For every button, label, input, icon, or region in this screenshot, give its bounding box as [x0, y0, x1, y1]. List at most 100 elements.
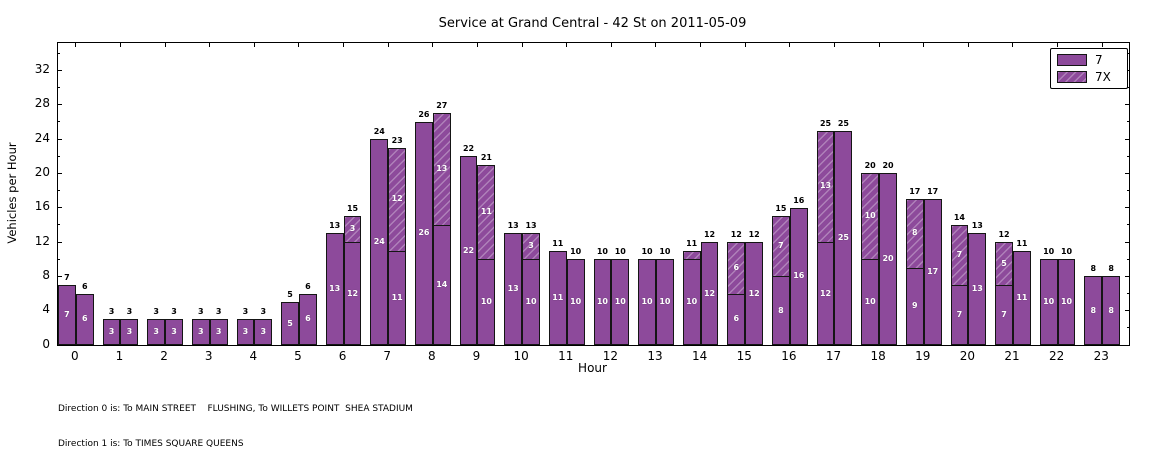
bar-value-label: 12 — [391, 194, 403, 204]
bar-value-label: 22 — [462, 245, 475, 255]
bar-total-label: 6 — [305, 281, 311, 291]
bar-total-label: 3 — [126, 307, 133, 317]
bar-value-label: 7 — [1001, 309, 1007, 319]
bar-segment-7 — [700, 242, 719, 345]
y-tick-label: 4 — [42, 302, 50, 317]
bar-value-label: 10 — [596, 297, 608, 307]
plot-area: 7 7 6 6 3 3 3 3 3 3 3 3 3 3 3 3 3 3 3 3 5 5 6 6 13 13 12 3 15 24 24 11 1… — [57, 42, 1130, 346]
footnote-direction-0: Direction 0 is: To MAIN STREET FLUSHING,… — [58, 404, 413, 414]
bar-segment-7 — [593, 259, 612, 345]
bar-total-label: 13 — [525, 221, 537, 231]
bar-segment-7 — [655, 259, 674, 345]
bar-total-label: 16 — [793, 195, 805, 205]
bar-total-label: 13 — [971, 221, 983, 231]
x-major-tick — [566, 43, 568, 47]
bar-total-label: 20 — [864, 161, 876, 171]
bar-segment-7 — [191, 319, 210, 345]
y-minor-tick — [1127, 87, 1129, 89]
bar-value-label: 3 — [242, 327, 249, 337]
bar-value-label: 12 — [748, 288, 760, 298]
x-major-tick — [967, 43, 969, 47]
bar-segment-7X — [861, 173, 880, 261]
x-major-tick — [253, 43, 255, 47]
bar-value-label: 24 — [373, 237, 385, 247]
bar-value-label: 10 — [1060, 297, 1073, 307]
bar-value-label: 3 — [198, 327, 204, 337]
y-major-tick — [1125, 275, 1129, 277]
bar-total-label: 27 — [436, 101, 448, 111]
bar-value-label: 10 — [864, 297, 876, 307]
bar-segment-7 — [1102, 276, 1121, 345]
bar-value-label: 10 — [570, 297, 582, 307]
bar-segment-7X — [772, 216, 790, 278]
bar-segment-7X — [905, 199, 924, 269]
bar-value-label: 7 — [778, 241, 784, 251]
y-major-tick — [1125, 241, 1129, 243]
bar-total-label: 12 — [748, 230, 760, 240]
bar-segment-7 — [638, 259, 656, 345]
bar-value-label: 6 — [81, 314, 88, 324]
bar-segment-7 — [281, 302, 299, 345]
bar-value-label: 8 — [1108, 305, 1114, 315]
x-major-tick — [655, 43, 657, 47]
bar-total-label: 3 — [198, 307, 204, 317]
bar-value-label: 12 — [346, 288, 359, 298]
x-major-tick — [476, 43, 478, 47]
bar-segment-7 — [1057, 259, 1076, 345]
y-tick-label: 12 — [34, 233, 50, 248]
bar-total-label: 10 — [570, 247, 582, 257]
bar-value-label: 20 — [882, 254, 894, 264]
y-tick-label: 8 — [42, 267, 50, 282]
y-tick-label: 20 — [34, 164, 50, 179]
bar-value-label: 10 — [686, 297, 698, 307]
legend: 7 7X — [1050, 48, 1128, 89]
bar-value-label: 6 — [733, 262, 740, 272]
x-tick-label: 3 — [204, 349, 213, 363]
x-tick-label: 19 — [915, 349, 931, 363]
bar-value-label: 3 — [108, 327, 115, 337]
bar-segment-7X — [682, 250, 701, 261]
bar-total-label: 3 — [260, 307, 267, 317]
bar-segment-7 — [415, 121, 433, 345]
x-major-tick — [923, 43, 925, 47]
bar-value-label: 3 — [215, 327, 222, 337]
x-major-tick — [75, 43, 77, 47]
bar-value-label: 12 — [819, 288, 832, 298]
bar-total-label: 26 — [418, 109, 430, 119]
y-major-tick — [1125, 138, 1129, 140]
bar-total-label: 11 — [686, 238, 698, 248]
x-tick-label: 23 — [1093, 349, 1109, 363]
y-minor-tick — [1127, 121, 1129, 123]
bar-segment-7 — [611, 259, 630, 345]
bar-value-label: 9 — [912, 301, 918, 311]
bar-segment-7 — [923, 199, 942, 345]
bar-total-label: 10 — [596, 247, 608, 257]
bar-value-label: 10 — [525, 297, 537, 307]
y-major-tick — [58, 69, 62, 71]
bar-value-label: 8 — [778, 305, 784, 315]
bar-segment-7 — [548, 250, 567, 345]
bar-value-label: 13 — [819, 181, 832, 191]
bar-segment-7 — [120, 319, 139, 345]
bar-value-label: 13 — [971, 284, 983, 294]
bar-segment-7 — [1084, 276, 1103, 345]
bar-total-label: 10 — [1060, 247, 1073, 257]
bar-segment-7 — [370, 139, 389, 345]
legend-item-7X: 7X — [1057, 70, 1121, 84]
y-major-tick — [58, 104, 62, 106]
y-minor-tick — [1127, 190, 1129, 192]
x-major-tick — [164, 43, 166, 47]
bar-value-label: 17 — [927, 267, 939, 277]
bar-value-label: 5 — [1001, 258, 1007, 268]
x-major-tick — [298, 43, 300, 47]
bar-total-label: 17 — [909, 187, 921, 197]
bar-value-label: 3 — [528, 241, 534, 251]
bar-value-label: 13 — [507, 284, 519, 294]
bar-value-label: 13 — [329, 284, 341, 294]
bar-segment-7 — [968, 233, 987, 345]
chart-title: Service at Grand Central - 42 St on 2011… — [438, 16, 747, 31]
x-tick-label: 9 — [472, 349, 481, 363]
x-major-tick — [521, 43, 523, 47]
x-tick-label: 1 — [115, 349, 124, 363]
bar-segment-7 — [834, 130, 853, 345]
